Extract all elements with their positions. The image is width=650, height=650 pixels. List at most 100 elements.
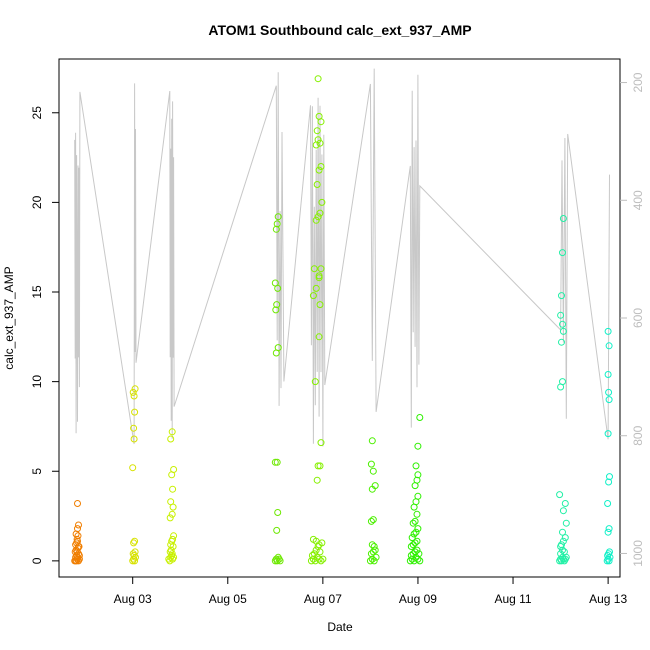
data-point xyxy=(407,552,415,559)
data-point xyxy=(310,265,318,273)
data-point xyxy=(558,557,565,565)
data-point xyxy=(558,338,565,346)
depth-line xyxy=(74,68,610,447)
data-point xyxy=(371,482,379,490)
data-point xyxy=(312,546,320,554)
data-point xyxy=(313,181,321,188)
data-point xyxy=(414,471,422,479)
data-point xyxy=(367,517,375,525)
data-point xyxy=(559,215,567,222)
data-point xyxy=(130,539,138,547)
series-2 xyxy=(165,428,178,565)
data-point xyxy=(605,525,613,533)
data-point xyxy=(604,528,612,536)
data-point xyxy=(274,344,282,352)
data-point xyxy=(131,557,139,565)
data-point xyxy=(274,213,282,221)
y-axis-label: calc_ext_937_AMP xyxy=(2,266,16,369)
data-point xyxy=(314,136,322,144)
x-tick-label: Aug 03 xyxy=(114,592,152,606)
data-point xyxy=(369,516,377,524)
data-point xyxy=(132,553,139,561)
data-point xyxy=(560,548,568,556)
data-point xyxy=(559,320,566,328)
data-point xyxy=(559,249,566,257)
x-tick-label: Aug 13 xyxy=(589,592,627,606)
series-9 xyxy=(603,342,614,565)
data-point xyxy=(167,546,175,554)
series-7 xyxy=(406,414,424,565)
y2-tick-label: 800 xyxy=(631,425,645,445)
x-tick-label: Aug 09 xyxy=(399,592,437,606)
data-point xyxy=(315,166,323,174)
data-point xyxy=(131,537,139,545)
data-point xyxy=(412,528,420,536)
data-point xyxy=(317,439,325,447)
series-5 xyxy=(366,460,380,565)
data-point xyxy=(130,424,138,432)
data-points xyxy=(71,75,614,565)
data-point xyxy=(168,550,176,558)
series-1 xyxy=(129,385,139,565)
data-point xyxy=(75,552,83,559)
data-point xyxy=(317,118,325,126)
data-point xyxy=(414,525,422,533)
data-point xyxy=(411,548,419,556)
data-point xyxy=(416,414,424,421)
data-point xyxy=(74,500,81,507)
data-point xyxy=(605,342,613,350)
data-point xyxy=(130,552,138,559)
chart-title: ATOM1 Southbound calc_ext_937_AMP xyxy=(208,22,471,38)
y-tick-label: 0 xyxy=(30,557,44,564)
y2-tick-label: 400 xyxy=(631,190,645,210)
data-point xyxy=(169,485,177,493)
data-point xyxy=(131,548,139,556)
data-point xyxy=(415,550,423,558)
data-point xyxy=(170,532,178,540)
y2-tick-label: 600 xyxy=(631,308,645,328)
y2-tick-label: 200 xyxy=(631,72,645,92)
data-point xyxy=(413,510,421,518)
data-point xyxy=(606,548,613,556)
data-point xyxy=(170,553,178,561)
data-point xyxy=(311,378,319,386)
data-point xyxy=(168,428,176,436)
data-point xyxy=(409,519,417,527)
series-3 xyxy=(271,213,284,565)
data-point xyxy=(167,498,175,506)
series-8 xyxy=(556,215,570,565)
data-point xyxy=(271,279,279,287)
data-point xyxy=(75,521,82,529)
data-point xyxy=(407,543,415,550)
data-point xyxy=(317,163,325,170)
data-point xyxy=(411,517,419,525)
data-point xyxy=(316,139,324,147)
data-point xyxy=(561,534,569,542)
data-point xyxy=(366,557,374,565)
y2-tick-label: 1000 xyxy=(631,540,645,567)
data-point xyxy=(559,537,567,545)
data-point xyxy=(313,476,321,484)
data-point xyxy=(131,385,139,393)
data-point xyxy=(413,546,421,554)
data-point xyxy=(559,507,567,515)
data-point xyxy=(312,284,320,292)
data-point xyxy=(368,437,376,445)
series-4 xyxy=(307,75,327,565)
data-point xyxy=(372,553,380,561)
data-point xyxy=(319,555,327,563)
depth-trace xyxy=(74,68,610,447)
data-point xyxy=(368,541,376,549)
y-tick-label: 20 xyxy=(30,195,44,209)
data-point xyxy=(414,442,422,450)
data-point xyxy=(414,492,422,500)
data-point xyxy=(416,557,424,565)
series-6 xyxy=(368,437,376,445)
data-point xyxy=(315,272,323,280)
data-point xyxy=(559,327,567,335)
data-point xyxy=(308,552,316,559)
data-point xyxy=(318,198,326,206)
data-point xyxy=(370,557,378,565)
data-point xyxy=(273,458,281,466)
plot-frame xyxy=(58,58,621,578)
